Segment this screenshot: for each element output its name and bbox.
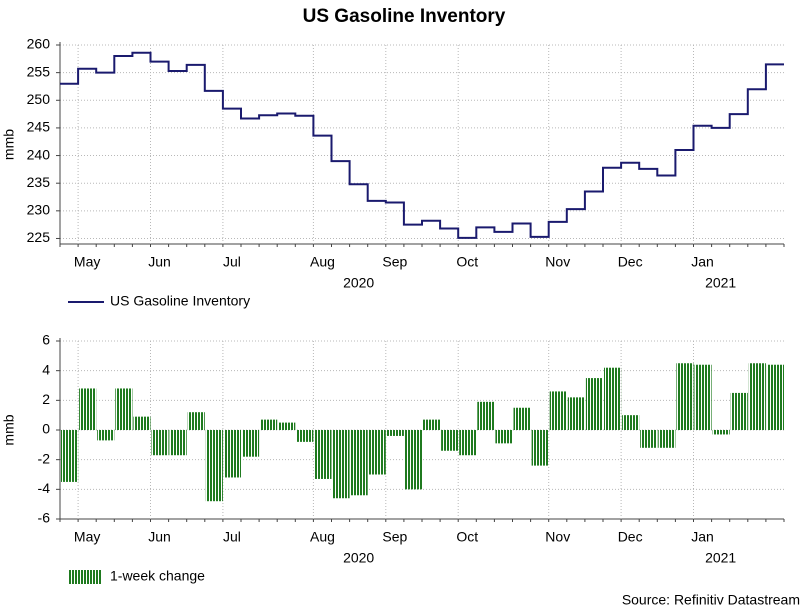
x-year-label: 2020 (343, 550, 374, 566)
x-tick-label: Sep (382, 254, 407, 270)
y-tick-label: 4 (42, 361, 50, 377)
legend-label: US Gasoline Inventory (110, 293, 250, 309)
bar (133, 416, 151, 430)
x-tick-label: Jan (691, 529, 714, 545)
x-tick-label: Jun (148, 254, 171, 270)
bar (278, 422, 296, 430)
bar (242, 430, 260, 457)
bar (459, 430, 477, 456)
x-tick-label: Sep (382, 529, 407, 545)
x-tick-label: Dec (618, 529, 643, 545)
bar (386, 430, 404, 436)
bar (513, 407, 531, 430)
x-tick-label: Jun (148, 529, 171, 545)
legend-label: 1-week change (110, 568, 205, 584)
bar (531, 430, 549, 466)
bar (658, 430, 676, 448)
bar (423, 419, 441, 430)
y-tick-label: 240 (27, 146, 51, 162)
legend-swatch (68, 570, 102, 584)
x-year-label: 2021 (705, 275, 736, 291)
y-axis-label: mmb (1, 414, 17, 445)
bar (404, 430, 422, 490)
y-tick-label: 2 (42, 391, 50, 407)
bar (748, 363, 766, 430)
bar (368, 430, 386, 475)
bar (712, 430, 730, 435)
y-tick-label: 250 (27, 91, 51, 107)
bar (296, 430, 314, 442)
y-axis-label: mmb (1, 129, 17, 160)
y-tick-label: 230 (27, 202, 51, 218)
bar (169, 430, 187, 456)
source-note: Source: Refinitiv Datastream (622, 592, 800, 608)
y-tick-label: 235 (27, 174, 51, 190)
bar (187, 412, 205, 430)
y-tick-label: 0 (42, 421, 50, 437)
y-tick-label: 225 (27, 229, 51, 245)
bar (766, 364, 784, 430)
x-tick-label: May (74, 529, 100, 545)
bar (549, 391, 567, 430)
y-tick-label: -2 (38, 450, 51, 466)
y-tick-label: -6 (38, 510, 51, 526)
line-series (60, 51, 784, 239)
bar (604, 367, 622, 430)
bar (730, 392, 748, 430)
x-year-label: 2021 (705, 550, 736, 566)
y-tick-label: -4 (38, 480, 51, 496)
bar (477, 401, 495, 430)
bar (260, 419, 278, 430)
y-tick-label: 260 (27, 36, 51, 52)
y-tick-label: 6 (42, 332, 50, 348)
bar (567, 397, 585, 430)
x-tick-label: Dec (618, 254, 643, 270)
bar (314, 430, 332, 479)
x-tick-label: Oct (456, 254, 478, 270)
bar (332, 430, 350, 499)
x-tick-label: Jan (691, 254, 714, 270)
bar (694, 364, 712, 430)
x-tick-label: Jul (223, 529, 241, 545)
bar (350, 430, 368, 496)
y-tick-label: 245 (27, 119, 51, 135)
bar (97, 430, 115, 441)
y-tick-label: 255 (27, 63, 51, 79)
x-tick-label: Oct (456, 529, 478, 545)
bar (61, 430, 79, 482)
bar (622, 415, 640, 430)
bar (115, 388, 133, 430)
x-tick-label: Nov (545, 529, 570, 545)
bar (441, 430, 459, 451)
x-tick-label: Nov (545, 254, 570, 270)
bar (640, 430, 658, 448)
bar (79, 388, 97, 430)
bar (676, 363, 694, 430)
x-tick-label: Aug (310, 254, 335, 270)
x-tick-label: Jul (223, 254, 241, 270)
x-year-label: 2020 (343, 275, 374, 291)
chart-title: US Gasoline Inventory (303, 6, 506, 27)
bar (495, 430, 513, 444)
bar (205, 430, 223, 502)
bar (151, 430, 169, 456)
bar (223, 430, 241, 478)
x-tick-label: May (74, 254, 100, 270)
x-tick-label: Aug (310, 529, 335, 545)
bar (585, 378, 603, 430)
